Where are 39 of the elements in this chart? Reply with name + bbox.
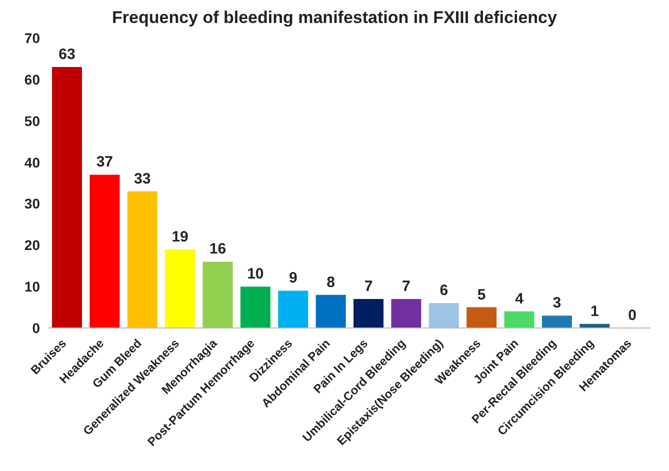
bar: [278, 290, 308, 328]
bar: [90, 174, 120, 328]
data-label: 37: [96, 154, 114, 171]
data-label: 6: [440, 282, 448, 300]
data-label: 7: [402, 278, 410, 295]
data-label: 3: [552, 294, 562, 312]
data-label: 7: [364, 278, 373, 295]
data-label: 5: [477, 286, 486, 304]
bar: [542, 316, 572, 328]
bar: [391, 299, 422, 328]
bar: [202, 262, 233, 328]
y-tick-label: 60: [24, 71, 40, 88]
data-label: 0: [628, 306, 636, 324]
chart-title: Frequency of bleeding manifestation in FXIII deficiency: [111, 8, 558, 28]
bar: [466, 307, 497, 328]
bar: [127, 191, 158, 328]
bar: [354, 299, 384, 328]
data-label: 19: [172, 228, 188, 246]
y-tick-label: 20: [24, 237, 40, 254]
data-label: 8: [326, 274, 335, 291]
data-label: 10: [247, 266, 264, 283]
y-tick-label: 40: [24, 154, 40, 170]
bar: [428, 303, 459, 328]
bar: [52, 67, 82, 328]
bar: [316, 294, 346, 328]
y-tick-label: 70: [24, 30, 40, 46]
data-label: 33: [134, 170, 151, 188]
data-label: 63: [58, 46, 76, 63]
bar: [165, 249, 196, 328]
data-label: 1: [590, 302, 599, 320]
data-label: 9: [288, 270, 298, 287]
y-tick-label: 30: [24, 196, 40, 212]
y-tick-label: 10: [24, 278, 40, 295]
data-label: 16: [209, 240, 226, 258]
bar: [240, 286, 270, 328]
data-label: 4: [515, 290, 524, 308]
bar: [504, 311, 534, 328]
y-tick-label: 50: [24, 112, 40, 129]
y-tick-label: 0: [32, 320, 40, 336]
